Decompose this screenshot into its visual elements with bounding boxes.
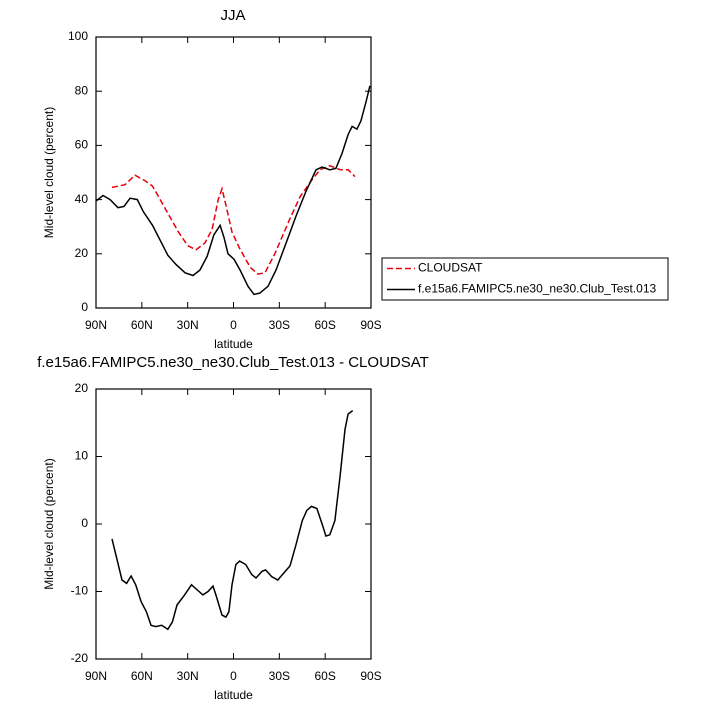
- chart-title: JJA: [220, 7, 245, 24]
- legend-label: CLOUDSAT: [418, 261, 483, 275]
- data-line: [95, 85, 371, 296]
- y-tick-label: -20: [71, 651, 89, 665]
- x-tick-label: 30N: [177, 669, 199, 683]
- x-tick-label: 60N: [131, 318, 153, 332]
- y-tick-label: 20: [75, 246, 89, 260]
- x-tick-label: 30S: [269, 318, 290, 332]
- y-tick-label: 10: [75, 449, 89, 463]
- plot-frame: [95, 388, 372, 660]
- plot-frame: [95, 36, 372, 309]
- x-tick-label: 90S: [360, 669, 381, 683]
- x-tick-label: 90N: [85, 318, 107, 332]
- x-tick-label: 90N: [85, 669, 107, 683]
- x-tick-label: 90S: [360, 318, 381, 332]
- y-axis-label: Mid-level cloud (percent): [42, 458, 56, 589]
- y-tick-label: 40: [75, 192, 89, 206]
- y-tick-label: -10: [71, 584, 89, 598]
- x-tick-label: 60S: [314, 669, 335, 683]
- x-tick-label: 60N: [131, 669, 153, 683]
- y-axis-label: Mid-level cloud (percent): [42, 107, 56, 238]
- y-tick-label: 0: [81, 516, 88, 530]
- x-axis-label: latitude: [214, 337, 253, 351]
- x-tick-label: 0: [230, 318, 237, 332]
- legend-box: [381, 257, 669, 301]
- y-tick-label: 60: [75, 138, 89, 152]
- y-tick-label: 0: [81, 300, 88, 314]
- legend-label: f.e15a6.FAMIPC5.ne30_ne30.Club_Test.013: [418, 282, 656, 296]
- data-line: [111, 164, 356, 275]
- x-tick-label: 60S: [314, 318, 335, 332]
- y-tick-label: 20: [75, 381, 89, 395]
- y-tick-label: 80: [75, 83, 89, 97]
- x-tick-label: 30S: [269, 669, 290, 683]
- y-tick-label: 100: [68, 29, 88, 43]
- x-tick-label: 0: [230, 669, 237, 683]
- chart-title: f.e15a6.FAMIPC5.ne30_ne30.Club_Test.013 …: [37, 354, 429, 371]
- x-axis-label: latitude: [214, 688, 253, 702]
- x-tick-label: 30N: [177, 318, 199, 332]
- data-line: [111, 409, 354, 631]
